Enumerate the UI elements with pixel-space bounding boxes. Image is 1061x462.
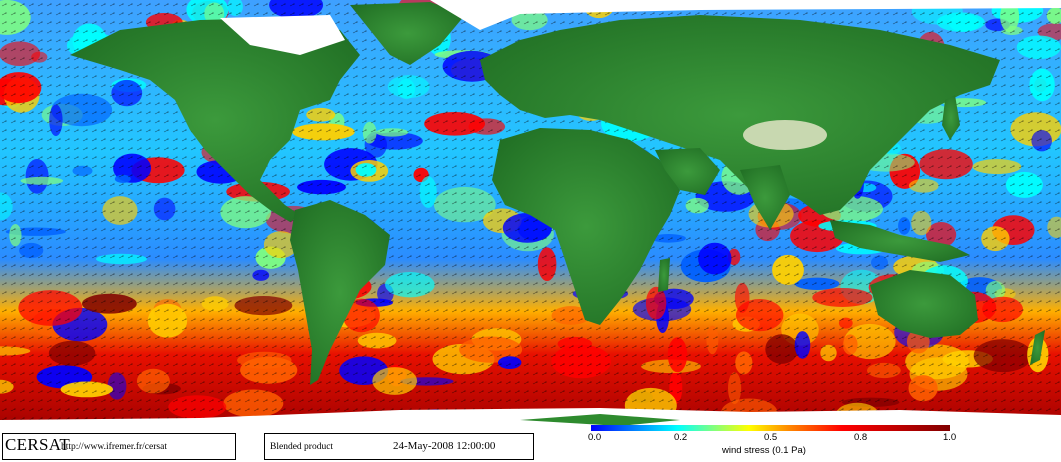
colorbar-tick: 0.0 bbox=[588, 432, 602, 443]
antarctic-land bbox=[520, 414, 680, 426]
product-label: Blended product bbox=[270, 442, 334, 452]
australia bbox=[870, 270, 978, 338]
new-zealand bbox=[1030, 330, 1045, 365]
india bbox=[740, 165, 790, 230]
north-america bbox=[70, 18, 360, 222]
map-canvas bbox=[0, 0, 1061, 432]
datetime-label: 24-May-2008 12:00:00 bbox=[393, 440, 496, 452]
canadian-archipelago-ice bbox=[220, 15, 345, 55]
madagascar bbox=[658, 258, 670, 292]
japan bbox=[942, 95, 960, 140]
colorbar-tick: 0.2 bbox=[674, 432, 688, 443]
africa bbox=[492, 128, 680, 325]
indonesia bbox=[830, 220, 970, 262]
colorbar-tick: 0.5 bbox=[764, 432, 778, 443]
brand-label: CERSAT bbox=[5, 435, 71, 454]
tibet-plateau bbox=[743, 120, 827, 150]
wind-stress-map bbox=[0, 0, 1061, 432]
color-scale-bar bbox=[591, 425, 950, 431]
eurasia bbox=[480, 15, 1000, 215]
south-america bbox=[290, 200, 390, 385]
colorbar-tick: 1.0 bbox=[943, 432, 957, 443]
greenland bbox=[350, 2, 465, 65]
arabia bbox=[655, 148, 720, 195]
arctic-ice bbox=[0, 0, 1061, 30]
colorbar-label: wind stress (0.1 Pa) bbox=[722, 445, 806, 456]
map-footer: CERSAT http://www.ifremer.fr/cersat Blen… bbox=[0, 432, 1061, 462]
source-box: CERSAT http://www.ifremer.fr/cersat bbox=[2, 433, 236, 460]
source-url: http://www.ifremer.fr/cersat bbox=[61, 442, 167, 452]
land-masses bbox=[70, 2, 1045, 385]
colorbar-tick: 0.8 bbox=[854, 432, 868, 443]
product-box: Blended product 24-May-2008 12:00:00 bbox=[264, 433, 534, 460]
